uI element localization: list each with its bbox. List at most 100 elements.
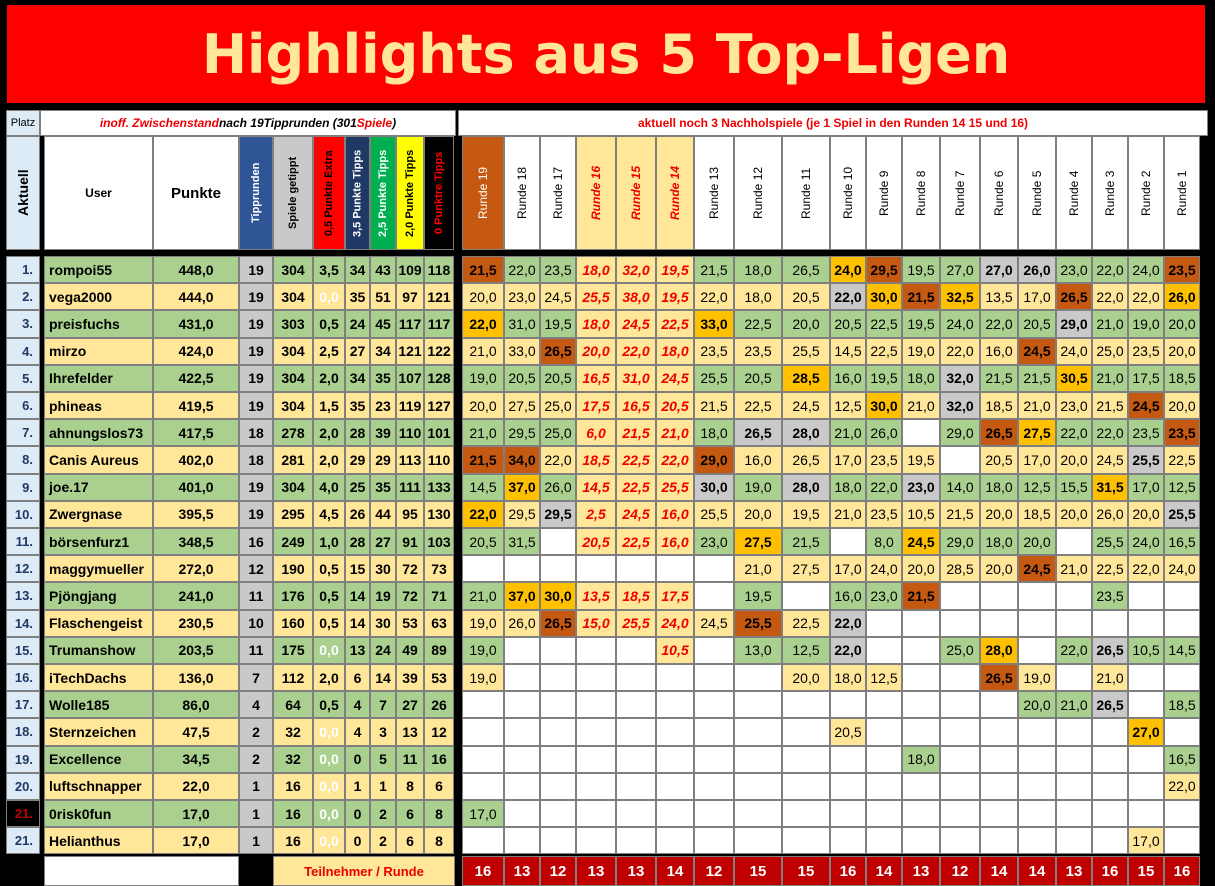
round-score: 17,0 bbox=[1128, 827, 1164, 855]
round-score: 19,0 bbox=[1018, 664, 1056, 692]
round-score: 19,5 bbox=[866, 364, 902, 392]
participants-count: 13 bbox=[576, 856, 616, 886]
stat-value: 8 bbox=[424, 827, 454, 855]
round-score: 22,0 bbox=[656, 446, 694, 474]
stat-header: 0,5 Punkte Extra bbox=[313, 136, 345, 250]
stat-value: 8 bbox=[396, 772, 424, 800]
rank: 18. bbox=[6, 718, 40, 746]
round-header: Runde 5 bbox=[1018, 136, 1056, 250]
round-score: 18,0 bbox=[656, 337, 694, 365]
participants-count: 15 bbox=[734, 856, 782, 886]
round-score: 16,0 bbox=[656, 500, 694, 528]
round-score: 18,5 bbox=[980, 392, 1018, 420]
round-score bbox=[782, 827, 830, 855]
round-score: 21,5 bbox=[902, 283, 940, 311]
round-score bbox=[1092, 609, 1128, 637]
stat-value: 91 bbox=[396, 528, 424, 556]
stat-value: 249 bbox=[273, 528, 313, 556]
round-score: 20,5 bbox=[734, 364, 782, 392]
round-score: 25,0 bbox=[940, 636, 980, 664]
points: 136,0 bbox=[153, 664, 239, 692]
stat-value: 281 bbox=[273, 446, 313, 474]
round-score bbox=[504, 691, 540, 719]
round-score: 21,0 bbox=[734, 555, 782, 583]
stat-value: 64 bbox=[273, 691, 313, 719]
round-score: 19,5 bbox=[902, 256, 940, 284]
stat-value: 0,0 bbox=[313, 283, 345, 311]
round-score: 26,5 bbox=[980, 664, 1018, 692]
round-score: 24,0 bbox=[656, 609, 694, 637]
stat-header: Tipprunden bbox=[239, 136, 273, 250]
round-score bbox=[940, 664, 980, 692]
round-score: 20,0 bbox=[980, 555, 1018, 583]
stat-header: 2,0 Punkte Tipps bbox=[396, 136, 424, 250]
round-score bbox=[1056, 718, 1092, 746]
round-score: 22,0 bbox=[504, 256, 540, 284]
rank: 21. bbox=[6, 800, 40, 828]
stat-value: 0,5 bbox=[313, 691, 345, 719]
round-header: Runde 1 bbox=[1164, 136, 1200, 250]
round-score: 29,0 bbox=[940, 419, 980, 447]
round-score: 18,0 bbox=[694, 419, 734, 447]
stat-value: 130 bbox=[424, 500, 454, 528]
round-score: 25,0 bbox=[540, 419, 576, 447]
round-score: 22,5 bbox=[734, 392, 782, 420]
stat-value: 39 bbox=[396, 664, 424, 692]
stat-value: 34 bbox=[345, 364, 370, 392]
round-score: 22,0 bbox=[830, 283, 866, 311]
round-score: 23,0 bbox=[694, 528, 734, 556]
round-score bbox=[1056, 800, 1092, 828]
round-score: 21,5 bbox=[462, 256, 504, 284]
round-score bbox=[576, 718, 616, 746]
rank: 16. bbox=[6, 664, 40, 692]
round-score: 20,0 bbox=[1018, 528, 1056, 556]
stat-value: 101 bbox=[424, 419, 454, 447]
round-score bbox=[656, 664, 694, 692]
round-score: 18,0 bbox=[902, 364, 940, 392]
round-score bbox=[694, 772, 734, 800]
stat-value: 34 bbox=[345, 256, 370, 284]
round-score: 21,5 bbox=[980, 364, 1018, 392]
stat-value: 6 bbox=[345, 664, 370, 692]
round-score: 21,0 bbox=[830, 500, 866, 528]
round-score: 37,0 bbox=[504, 473, 540, 501]
user-name: Flaschengeist bbox=[44, 609, 153, 637]
punkte-header: Punkte bbox=[153, 136, 239, 250]
round-score: 20,5 bbox=[656, 392, 694, 420]
round-score: 29,0 bbox=[694, 446, 734, 474]
participants-count: 16 bbox=[1164, 856, 1200, 886]
rank: 4. bbox=[6, 337, 40, 365]
stat-value: 6 bbox=[396, 800, 424, 828]
round-score: 33,0 bbox=[504, 337, 540, 365]
round-score bbox=[694, 555, 734, 583]
stat-value: 107 bbox=[396, 364, 424, 392]
stat-header: 3,5 Punkte Tipps bbox=[345, 136, 370, 250]
stat-value: 190 bbox=[273, 555, 313, 583]
round-score: 28,5 bbox=[940, 555, 980, 583]
stat-value: 15 bbox=[345, 555, 370, 583]
round-score: 13,5 bbox=[576, 582, 616, 610]
round-score: 21,0 bbox=[1018, 392, 1056, 420]
round-score bbox=[576, 827, 616, 855]
round-score bbox=[940, 772, 980, 800]
stat-value: 0,0 bbox=[313, 636, 345, 664]
round-score bbox=[462, 772, 504, 800]
rank: 10. bbox=[6, 500, 40, 528]
participants-count: 16 bbox=[1092, 856, 1128, 886]
stat-value: 6 bbox=[424, 772, 454, 800]
round-score: 6,0 bbox=[576, 419, 616, 447]
round-score bbox=[980, 691, 1018, 719]
round-score: 17,0 bbox=[1018, 283, 1056, 311]
points: 241,0 bbox=[153, 582, 239, 610]
stat-value: 13 bbox=[345, 636, 370, 664]
round-score bbox=[504, 827, 540, 855]
round-score: 16,0 bbox=[830, 582, 866, 610]
round-score: 29,5 bbox=[540, 500, 576, 528]
round-score: 24,0 bbox=[1128, 528, 1164, 556]
round-score bbox=[504, 745, 540, 773]
points: 348,5 bbox=[153, 528, 239, 556]
round-score: 27,5 bbox=[1018, 419, 1056, 447]
round-score: 24,5 bbox=[656, 364, 694, 392]
round-score: 22,0 bbox=[830, 636, 866, 664]
round-score: 31,0 bbox=[616, 364, 656, 392]
